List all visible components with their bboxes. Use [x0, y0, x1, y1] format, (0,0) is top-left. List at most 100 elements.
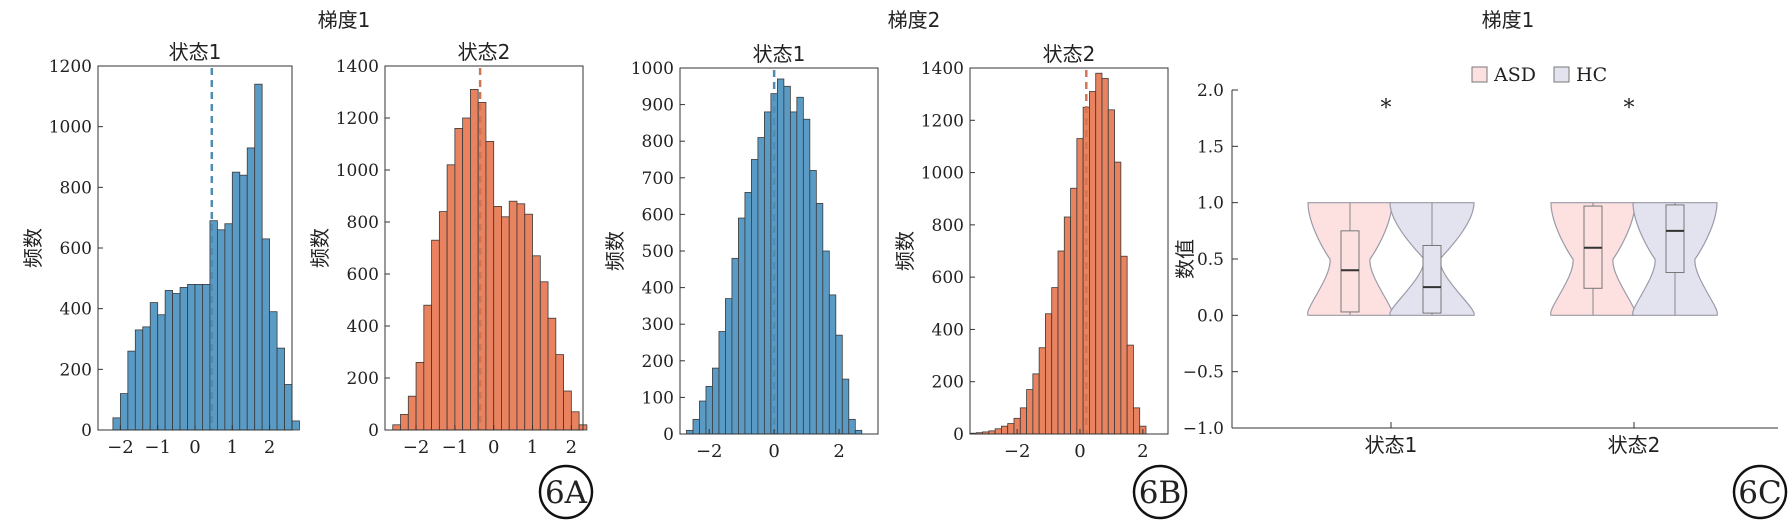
- legend-label-asd: ASD: [1493, 64, 1536, 86]
- histogram-bar: [1063, 216, 1071, 435]
- histogram-bar: [164, 290, 174, 431]
- histogram-bar: [555, 354, 564, 431]
- histogram-bar: [172, 293, 181, 431]
- y-tick-label: 1200: [921, 111, 964, 131]
- histogram-bar: [783, 85, 791, 435]
- histogram-bar: [815, 203, 824, 435]
- box-iqr: [1665, 204, 1685, 274]
- histogram-bar: [231, 171, 241, 431]
- y-axis-label: 频数: [21, 228, 45, 268]
- violin-plot-gradient1: −1.0 −0.5 0.0 0.5 1.0 1.5 2.0 状态1 * 状态2 * 数值 ASD HC: [1173, 64, 1778, 457]
- box-iqr: [1422, 244, 1442, 314]
- x-tick-label: −1: [144, 437, 171, 458]
- y-tick-label: 0: [368, 421, 379, 441]
- histogram-bar: [392, 424, 401, 431]
- x-tick-label: 1: [227, 437, 238, 458]
- histogram-bar: [570, 411, 580, 431]
- y-tick-label: 400: [932, 320, 964, 340]
- histogram-bar: [119, 393, 129, 431]
- x-tick-label: 2: [833, 441, 844, 462]
- histogram-bar: [835, 334, 843, 435]
- histogram-bar: [462, 117, 471, 431]
- y-axis-label: 频数: [308, 228, 332, 268]
- x-tick-label: 0: [1074, 441, 1085, 462]
- histogram-bar: [276, 347, 285, 431]
- histogram-bar: [1026, 389, 1034, 435]
- y-tick-label: 400: [60, 300, 92, 320]
- x-tick-label: 0: [189, 437, 200, 458]
- histogram-bar: [841, 378, 850, 435]
- histogram-bar: [179, 287, 188, 431]
- panel-label-6b: 6B: [1132, 464, 1188, 520]
- panel-label-6c: 6C: [1732, 464, 1788, 520]
- y-tick-label: 1.5: [1197, 137, 1224, 157]
- histogram-bar: [112, 417, 121, 431]
- group-title-gradient2: 梯度2: [888, 8, 941, 32]
- y-tick-label: 900: [642, 96, 674, 116]
- y-tick-label: 1200: [336, 109, 379, 129]
- histogram-bar: [763, 111, 772, 435]
- y-tick-label: 1000: [921, 164, 964, 184]
- histogram-gradient2-state2: −2 0 2 0 200 400 600 800 1000 1200 1400 状态2 频数: [893, 42, 1169, 462]
- histogram-bar: [1101, 78, 1109, 435]
- y-tick-label: 0.5: [1197, 250, 1224, 270]
- x-tick-label: 2: [1137, 441, 1148, 462]
- y-tick-label: 1200: [49, 57, 92, 77]
- histogram-bar: [705, 386, 713, 435]
- histogram-bar: [692, 418, 700, 435]
- histogram-bar: [239, 174, 248, 431]
- histogram-bar: [802, 118, 811, 435]
- y-tick-label: 0: [663, 425, 674, 445]
- y-tick-label: 200: [60, 360, 92, 380]
- x-tick-label: 状态2: [1608, 433, 1661, 457]
- histogram-bar: [1095, 72, 1103, 435]
- histogram-bar: [400, 413, 409, 431]
- y-tick-label: 700: [642, 169, 674, 189]
- y-tick-label: 1000: [49, 118, 92, 138]
- y-axis-label: 频数: [893, 231, 917, 271]
- y-axis-label: 频数: [603, 231, 627, 271]
- histogram-bar: [1107, 109, 1115, 435]
- histogram-bar: [508, 200, 518, 431]
- box-iqr: [1340, 230, 1360, 313]
- x-tick-label: 2: [264, 437, 275, 458]
- histogram-bar: [415, 361, 425, 431]
- y-tick-label: 1.0: [1197, 194, 1224, 214]
- x-tick-label: 1: [527, 437, 538, 458]
- panel-label-6c-text: 6C: [1738, 475, 1781, 511]
- histogram-bar: [776, 78, 785, 435]
- histogram-gradient1-state1: −2 −1 0 1 2 0 200 400 600 800 1000 1200 状态1 频数: [21, 40, 300, 458]
- y-tick-label: 400: [642, 279, 674, 299]
- significance-marker: *: [1381, 96, 1392, 121]
- histogram-bar: [796, 96, 804, 435]
- x-tick-label: 状态1: [1365, 433, 1418, 457]
- panel-label-6a-text: 6A: [545, 475, 588, 511]
- histogram-bar: [1038, 347, 1046, 435]
- histogram-bar: [699, 400, 707, 435]
- histogram-bar: [261, 238, 271, 431]
- histogram-bar: [501, 216, 510, 431]
- y-tick-label: 800: [347, 213, 379, 233]
- x-tick-label: 0: [488, 437, 499, 458]
- histogram-bar: [202, 283, 211, 431]
- legend-swatch-asd: [1471, 66, 1488, 83]
- histogram-bar: [216, 229, 226, 431]
- histogram-bar: [493, 205, 502, 431]
- legend-label-hc: HC: [1576, 64, 1607, 86]
- significance-marker: *: [1624, 96, 1635, 121]
- histogram-bar: [757, 137, 765, 435]
- group-title-gradient1-a: 梯度1: [318, 8, 371, 32]
- y-tick-label: 600: [642, 205, 674, 225]
- histogram-bar: [854, 429, 863, 435]
- histogram-bar: [470, 89, 479, 431]
- axes-frame: [384, 65, 584, 431]
- y-tick-label: 300: [642, 315, 674, 335]
- histogram-bar: [431, 239, 440, 431]
- histogram-bar: [1070, 187, 1078, 435]
- x-tick-label: −1: [442, 437, 469, 458]
- subplot-title: 状态2: [1043, 42, 1096, 66]
- histogram-bar: [149, 302, 159, 431]
- x-tick-label: 0: [768, 441, 779, 462]
- x-tick-label: −2: [403, 437, 430, 458]
